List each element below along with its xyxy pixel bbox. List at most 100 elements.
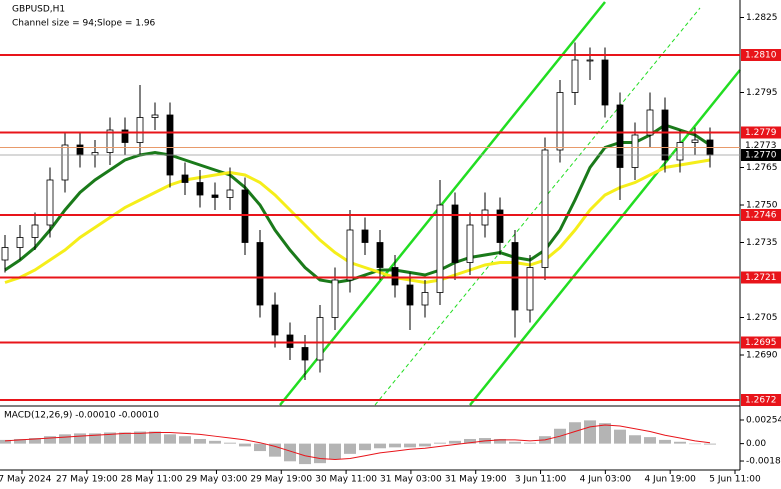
- candle-body: [346, 229, 354, 281]
- macd-bar: [449, 440, 461, 444]
- y-tick-label: 1.2750: [746, 201, 778, 211]
- macd-bar: [434, 442, 446, 444]
- candle-body: [91, 152, 99, 156]
- level-label: 1.2672: [745, 396, 777, 406]
- macd-bar: [599, 423, 611, 444]
- y-tick-label: 1.2705: [746, 313, 778, 323]
- level-label-box: [741, 126, 781, 139]
- macd-bar: [344, 443, 356, 454]
- candle-body: [496, 209, 504, 243]
- candle-body: [106, 129, 114, 153]
- candle-body: [586, 59, 594, 62]
- macd-bar: [59, 434, 71, 444]
- level-label-box: [741, 336, 781, 349]
- x-tick-label: 27 May 2024: [0, 475, 52, 485]
- y2-tick-label: 0.00254: [746, 416, 781, 426]
- macd-bar: [509, 441, 521, 444]
- macd-bar: [299, 443, 311, 465]
- candle-body: [406, 284, 414, 306]
- macd-bar: [194, 438, 206, 444]
- macd-bar: [419, 443, 431, 447]
- x-tick-label: 29 May 03:00: [186, 475, 248, 485]
- candle-body: [541, 149, 549, 268]
- candle-body: [31, 224, 39, 238]
- macd-bar: [29, 438, 41, 444]
- candle-body: [436, 204, 444, 293]
- x-tick-label: 5 Jun 11:00: [709, 475, 761, 485]
- macd-bar: [119, 432, 131, 444]
- macd-bar: [254, 443, 266, 452]
- macd-bar: [524, 442, 536, 444]
- candle-body: [691, 139, 699, 143]
- channel-line: [469, 69, 741, 406]
- candle-body: [331, 279, 339, 318]
- candle-body: [16, 237, 24, 248]
- x-tick-label: 30 May 11:00: [315, 475, 377, 485]
- candle-body: [241, 189, 249, 243]
- x-tick-label: 4 Jun 19:00: [644, 475, 696, 485]
- level-label: 1.2721: [745, 273, 777, 283]
- macd-bar: [704, 443, 716, 445]
- x-tick-label: 27 May 19:00: [56, 475, 118, 485]
- candle-body: [571, 59, 579, 93]
- macd-bar: [14, 438, 26, 444]
- candle-body: [166, 114, 174, 176]
- y-tick-label: 1.2690: [746, 351, 778, 361]
- macd-title: MACD(12,26,9) -0.00010 -0.00010: [4, 411, 159, 421]
- x-tick-label: 3 Jun 11:00: [515, 475, 567, 485]
- candle-body: [256, 242, 264, 306]
- ask-label: 1.2773: [745, 141, 777, 151]
- level-label-box: [741, 271, 781, 284]
- macd-bar: [494, 438, 506, 444]
- macd-bar: [614, 429, 626, 444]
- x-tick-label: 31 May 03:00: [380, 475, 442, 485]
- candle-body: [121, 129, 129, 143]
- macd-bar: [374, 443, 386, 449]
- candle-body: [361, 229, 369, 243]
- chart-subtitle: Channel size = 94;Slope = 1.96: [12, 19, 156, 29]
- macd-bar: [584, 420, 596, 444]
- y-tick-label: 1.2735: [746, 238, 778, 248]
- macd-bar: [104, 432, 116, 444]
- y2-tick-label: 0.00: [746, 439, 766, 449]
- candle-body: [61, 144, 69, 181]
- macd-bar: [404, 443, 416, 448]
- macd-bar: [389, 443, 401, 448]
- candle-body: [376, 242, 384, 268]
- macd-bar: [659, 439, 671, 444]
- macd-bar: [239, 443, 251, 447]
- candle-body: [616, 104, 624, 168]
- candle-body: [481, 209, 489, 226]
- candle-body: [136, 117, 144, 143]
- candle-body: [421, 292, 429, 306]
- y-tick-label: 1.2825: [746, 13, 778, 23]
- candle-body: [316, 317, 324, 361]
- candle-body: [181, 174, 189, 183]
- x-tick-label: 4 Jun 03:00: [580, 475, 632, 485]
- candle-body: [676, 142, 684, 161]
- candle-body: [46, 179, 54, 226]
- macd-bar: [464, 438, 476, 444]
- macd-bar: [359, 443, 371, 451]
- candle-body: [301, 347, 309, 361]
- candle-body: [661, 109, 669, 161]
- macd-bar: [224, 442, 236, 444]
- macd-bar: [674, 441, 686, 444]
- candle-body: [196, 182, 204, 196]
- level-label: 1.2779: [745, 128, 777, 138]
- chart-title: GBPUSD,H1: [12, 5, 65, 15]
- macd-bar: [209, 440, 221, 444]
- macd-bar: [0, 439, 11, 444]
- candle-body: [451, 204, 459, 263]
- candle-body: [646, 109, 654, 136]
- x-tick-label: 29 May 19:00: [250, 475, 312, 485]
- candle-body: [1, 247, 9, 261]
- macd-bar: [644, 437, 656, 444]
- candle-body: [226, 189, 234, 198]
- price-box: [741, 149, 781, 161]
- macd-bar: [314, 443, 326, 464]
- level-label: 1.2746: [745, 211, 777, 221]
- candle-body: [151, 114, 159, 118]
- candle-body: [556, 92, 564, 151]
